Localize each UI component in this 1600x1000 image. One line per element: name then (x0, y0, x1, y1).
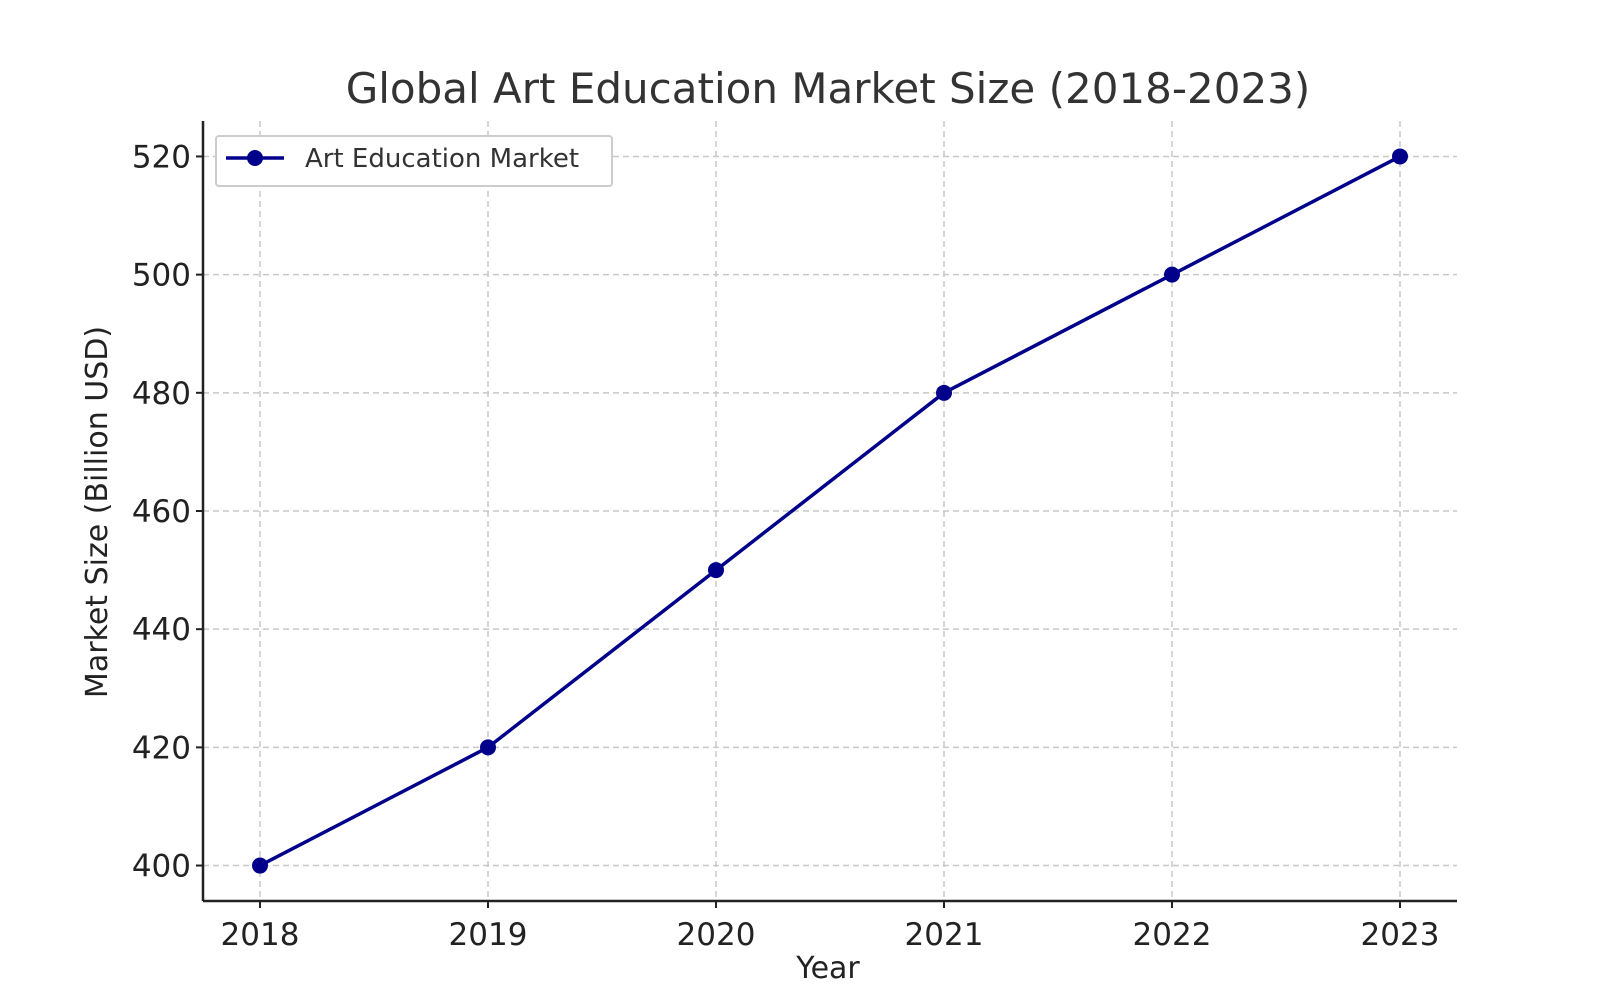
series-line-0 (259, 154, 1401, 868)
data-point-2018 (252, 857, 268, 874)
x-axis-label: Year (795, 951, 860, 986)
x-tick-label-3: 2021 (905, 917, 984, 953)
data-point-2019 (480, 739, 496, 756)
legend-box (215, 135, 613, 187)
y-tick-label-6: 520 (132, 139, 191, 175)
data-point-2021 (936, 384, 952, 401)
y-tick-label-0: 400 (132, 849, 191, 885)
x-tick-label-4: 2022 (1133, 917, 1212, 953)
data-point-2022 (1164, 266, 1180, 283)
y-tick-label-3: 460 (132, 494, 191, 530)
tick-labels: 2018 2019 2020 2021 2022 2023 400 420 440 460 480 5… (132, 139, 1440, 953)
data-points (252, 148, 1408, 874)
y-tick-label-5: 500 (132, 258, 191, 294)
x-tick-label-0: 2018 (221, 917, 300, 953)
x-tick-label-2: 2020 (677, 917, 756, 953)
legend: Art Education Market (215, 135, 613, 187)
y-axis-label: Market Size (Billion USD) (80, 326, 115, 698)
y-tick-label-2: 440 (132, 612, 191, 648)
data-point-2020 (708, 562, 724, 579)
chart-title: Global Art Education Market Size (2018-2… (346, 64, 1311, 113)
legend-entry-label: Art Education Market (305, 144, 579, 174)
x-tick-label-1: 2019 (449, 917, 528, 953)
grid-lines (203, 121, 1457, 901)
series-lines (259, 154, 1401, 868)
legend-marker-swatch (247, 150, 263, 166)
data-point-2023 (1392, 148, 1408, 165)
y-tick-label-4: 480 (132, 376, 191, 412)
y-tick-label-1: 420 (132, 730, 191, 766)
x-tick-label-5: 2023 (1361, 917, 1440, 953)
